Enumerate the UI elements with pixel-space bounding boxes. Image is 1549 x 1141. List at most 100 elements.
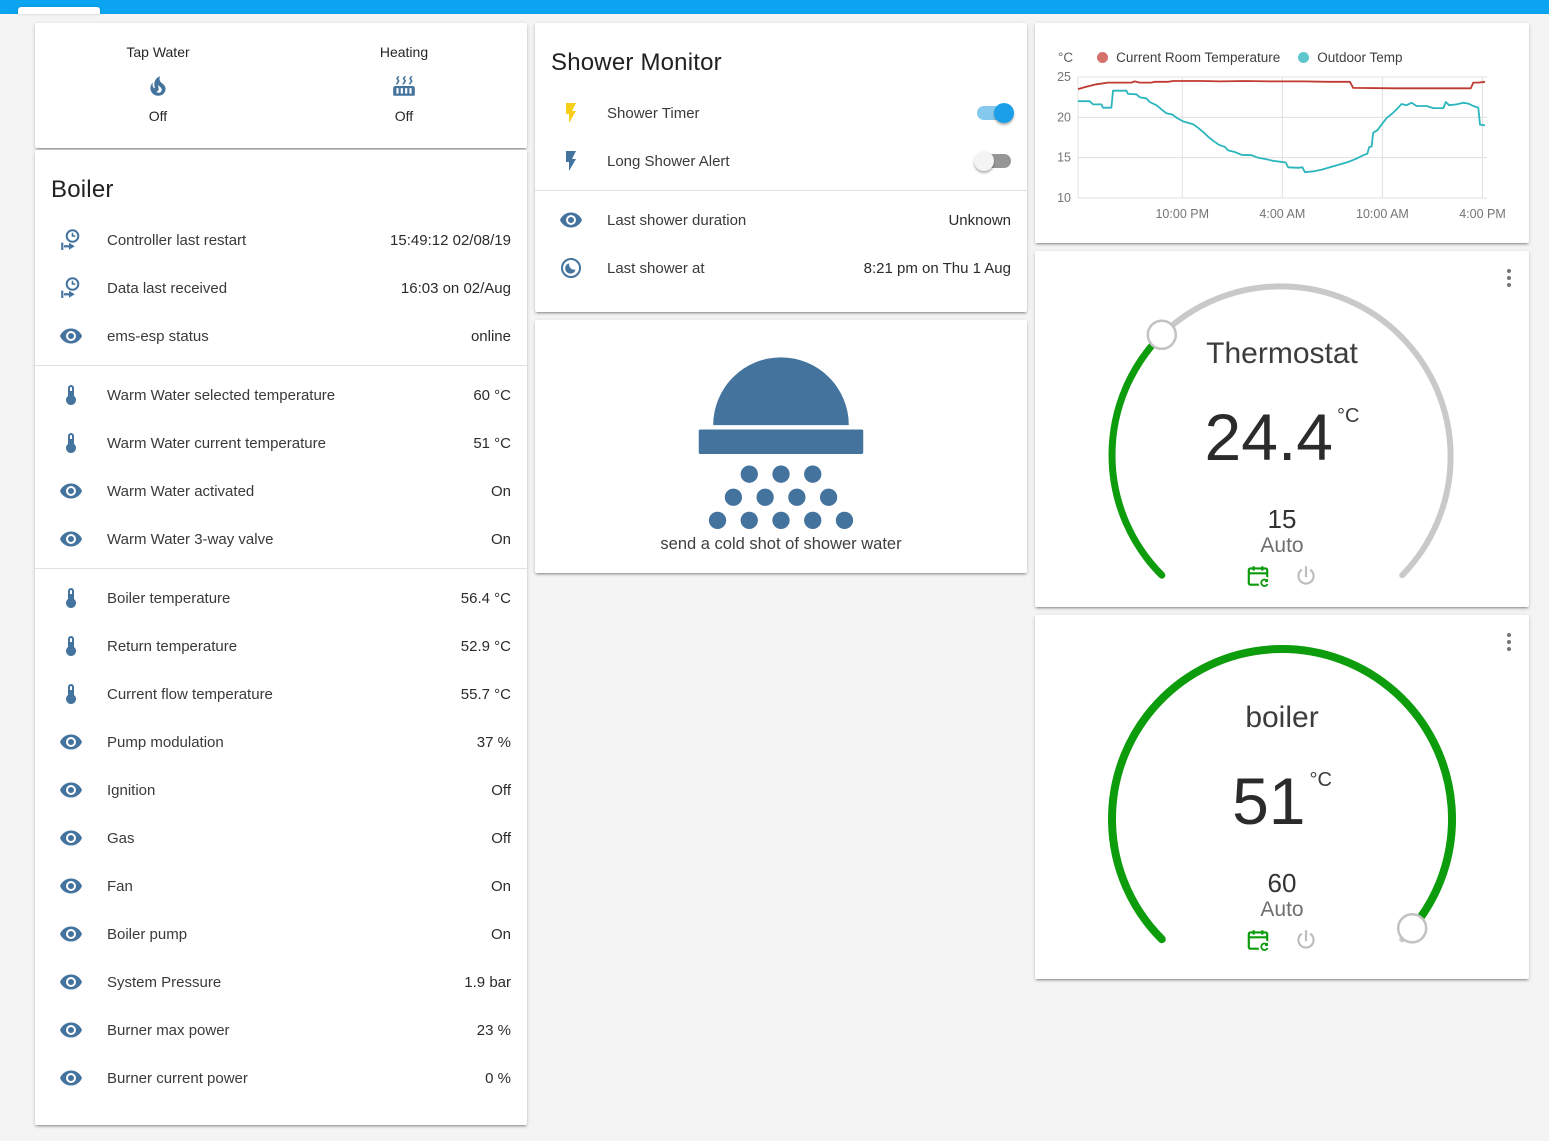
toggle-switch[interactable] [974, 151, 1011, 171]
radiator-icon [391, 67, 417, 105]
entity-row[interactable]: Last shower duration Unknown [535, 196, 1027, 244]
power-icon[interactable] [1293, 563, 1319, 589]
boiler-card: Boiler Controller last restart 15:49:12 0… [35, 150, 527, 1125]
thermometer-icon [59, 586, 83, 610]
legend-label: Outdoor Temp [1317, 50, 1403, 65]
entity-value: 15:49:12 02/08/19 [390, 231, 511, 249]
entity-value: 56.4 °C [460, 589, 511, 607]
entity-label: Boiler temperature [107, 589, 231, 607]
entity-row[interactable]: Last shower at 8:21 pm on Thu 1 Aug [535, 244, 1027, 292]
fire-icon [145, 67, 171, 105]
entity-value: On [490, 530, 511, 548]
eye-icon [59, 778, 83, 802]
entity-row[interactable]: Ignition Off [35, 766, 527, 814]
thermostat-card: Thermostat 24.4 °C 15 Auto [1035, 251, 1529, 607]
divider [35, 568, 527, 569]
thermometer-icon [59, 682, 83, 706]
entity-row[interactable]: Boiler pump On [35, 910, 527, 958]
entity-label: Boiler pump [107, 925, 188, 943]
entity-label: Last shower duration [607, 211, 747, 229]
entity-row[interactable]: Fan On [35, 862, 527, 910]
entity-label: Fan [107, 877, 133, 895]
thermometer-icon [59, 383, 83, 407]
entity-row[interactable]: Burner current power 0 % [35, 1054, 527, 1102]
divider [35, 365, 527, 366]
power-icon[interactable] [1293, 927, 1319, 953]
legend-item: Current Room Temperature [1097, 50, 1280, 65]
entity-row[interactable]: Gas Off [35, 814, 527, 862]
thermostat-dial[interactable] [1035, 251, 1529, 607]
more-menu-button[interactable] [1507, 631, 1511, 653]
entity-label: Warm Water 3-way valve [107, 530, 274, 548]
shower-monitor-card: Shower Monitor Shower Timer Long Shower A… [535, 23, 1027, 312]
entity-row[interactable]: ems-esp status online [35, 312, 527, 360]
dial-handle[interactable] [1396, 913, 1428, 944]
entity-row[interactable]: Burner max power 23 % [35, 1006, 527, 1054]
dial-handle[interactable] [1146, 319, 1178, 351]
active-tab-indicator[interactable] [18, 7, 100, 14]
entity-label: Last shower at [607, 259, 705, 277]
glance-item-tap-water[interactable]: Tap Water Off [35, 37, 281, 148]
svg-text:15: 15 [1057, 151, 1071, 165]
thermometer-icon [59, 634, 83, 658]
eye-icon [59, 1066, 83, 1090]
more-menu-button[interactable] [1507, 267, 1511, 289]
entity-label: Ignition [107, 781, 156, 799]
entity-value: 1.9 bar [464, 973, 511, 991]
glance-state: Off [394, 108, 414, 124]
entity-label: Burner max power [107, 1021, 230, 1039]
eye-icon [59, 479, 83, 503]
svg-text:20: 20 [1057, 110, 1071, 124]
y-axis-unit: °C [1058, 50, 1074, 65]
entity-row[interactable]: System Pressure 1.9 bar [35, 958, 527, 1006]
shower-button-card[interactable]: send a cold shot of shower water [535, 320, 1027, 573]
boiler-dial[interactable] [1035, 615, 1529, 979]
eye-icon [59, 922, 83, 946]
entity-value: 55.7 °C [460, 685, 511, 703]
entity-row[interactable]: Return temperature 52.9 °C [35, 622, 527, 670]
entity-value: On [490, 925, 511, 943]
history-chart-card: °C Current Room Temperature Outdoor Temp 1… [1035, 23, 1529, 243]
entity-row[interactable]: Pump modulation 37 % [35, 718, 527, 766]
moon-circle-icon [559, 256, 583, 280]
entity-label: Gas [107, 829, 135, 847]
entity-row[interactable]: Current flow temperature 55.7 °C [35, 670, 527, 718]
chart-legend: °C Current Room Temperature Outdoor Temp [1058, 50, 1421, 65]
toggle-label: Long Shower Alert [607, 152, 730, 170]
flash-icon [559, 101, 583, 125]
eye-icon [59, 874, 83, 898]
calendar-sync-icon[interactable] [1245, 927, 1271, 953]
glance-item-heating[interactable]: Heating Off [281, 37, 527, 148]
entity-row[interactable]: Data last received 16:03 on 02/Aug [35, 264, 527, 312]
entity-label: System Pressure [107, 973, 222, 991]
entity-value: 37 % [476, 733, 511, 751]
entity-label: Data last received [107, 279, 228, 297]
calendar-sync-icon[interactable] [1245, 563, 1271, 589]
entity-row[interactable]: Boiler temperature 56.4 °C [35, 574, 527, 622]
entity-label: Burner current power [107, 1069, 248, 1087]
thermometer-icon [59, 431, 83, 455]
entity-value: On [490, 877, 511, 895]
entity-value: online [470, 327, 511, 345]
svg-text:4:00 AM: 4:00 AM [1259, 207, 1305, 221]
entity-value: Off [491, 781, 511, 799]
eye-icon [59, 970, 83, 994]
entity-row[interactable]: Warm Water activated On [35, 467, 527, 515]
entity-row[interactable]: Warm Water 3-way valve On [35, 515, 527, 563]
entity-row[interactable]: Warm Water current temperature 51 °C [35, 419, 527, 467]
glance-card: Tap Water Off Heating Off [35, 23, 527, 148]
entity-row[interactable]: Controller last restart 15:49:12 02/08/19 [35, 216, 527, 264]
entity-value: 51 °C [473, 434, 511, 452]
eye-icon [59, 527, 83, 551]
entity-value: 23 % [476, 1021, 511, 1039]
card-title: Boiler [51, 176, 114, 203]
entity-label: Current flow temperature [107, 685, 273, 703]
entity-label: Pump modulation [107, 733, 224, 751]
toggle-switch[interactable] [977, 103, 1014, 123]
toggle-label: Shower Timer [607, 104, 700, 122]
entity-label: Warm Water selected temperature [107, 386, 336, 404]
glance-label: Tap Water [126, 44, 190, 60]
entity-row[interactable]: Warm Water selected temperature 60 °C [35, 371, 527, 419]
entity-value: 52.9 °C [460, 637, 511, 655]
shower-button-label: send a cold shot of shower water [660, 535, 902, 553]
